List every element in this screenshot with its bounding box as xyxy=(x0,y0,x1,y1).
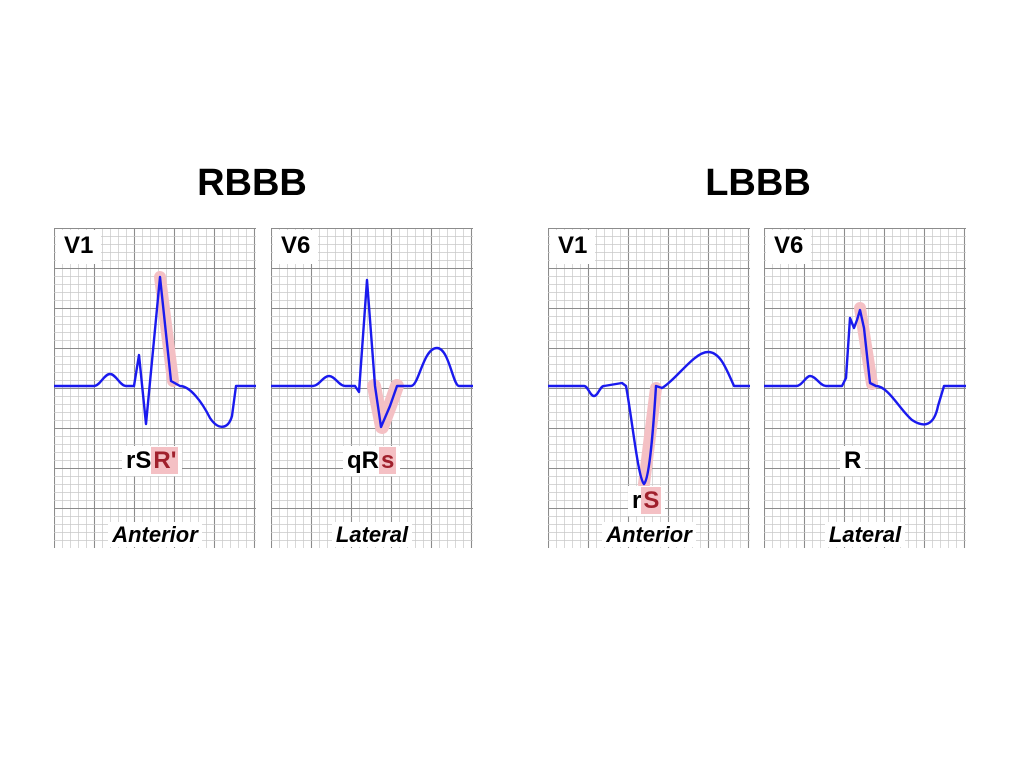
ecg-trace xyxy=(271,278,473,429)
qrs-pattern-label: R xyxy=(840,446,866,476)
ecg-grid xyxy=(764,228,966,548)
qrs-pattern-label: qRs xyxy=(343,446,401,476)
wall-label: Anterior xyxy=(548,522,750,548)
lbbb-v1-panel: V1 rS Anterior xyxy=(548,228,750,548)
lead-label: V1 xyxy=(56,230,102,264)
rbbb-v1-panel: V1 rSR' Anterior xyxy=(54,228,256,548)
qrs-pattern-label: rSR' xyxy=(122,446,183,476)
ecg-trace-area xyxy=(764,302,966,426)
wave-letter: qR xyxy=(347,447,379,474)
ecg-trace xyxy=(764,308,966,426)
wave-letter: R xyxy=(844,447,862,474)
highlighted-wave-letter: s xyxy=(379,447,397,474)
ecg-trace xyxy=(54,275,256,428)
rbbb-v6-panel: V6 qRs Lateral xyxy=(271,228,473,548)
wall-label: Anterior xyxy=(54,522,256,548)
lbbb-v6-panel: V6 R Lateral xyxy=(764,228,966,548)
ecg-trace xyxy=(548,350,750,486)
wave-letter: rS xyxy=(126,447,152,474)
lead-label: V6 xyxy=(273,230,319,264)
ecg-trace-area xyxy=(54,271,256,428)
ecg-trace-area xyxy=(548,350,750,490)
wall-label: Lateral xyxy=(271,522,473,548)
lead-label: V1 xyxy=(550,230,596,264)
wave-letter: r xyxy=(632,487,642,514)
lbbb-title: LBBB xyxy=(705,162,811,204)
lead-label: V6 xyxy=(766,230,812,264)
highlighted-wave-letter: S xyxy=(641,487,662,514)
rbbb-title: RBBB xyxy=(197,162,307,204)
wall-label: Lateral xyxy=(764,522,966,548)
ecg-trace-area xyxy=(271,278,473,434)
highlighted-wave-letter: R' xyxy=(151,447,179,474)
qrs-pattern-label: rS xyxy=(628,486,666,516)
